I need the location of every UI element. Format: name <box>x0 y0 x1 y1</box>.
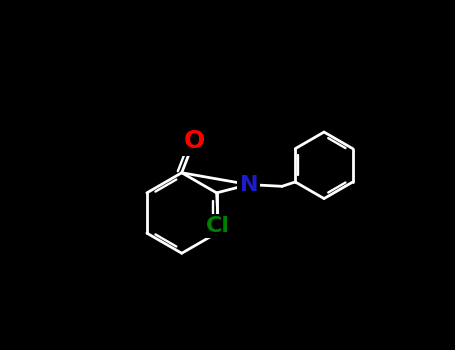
Text: N: N <box>239 175 258 195</box>
Text: Cl: Cl <box>206 216 230 236</box>
Text: O: O <box>183 129 205 153</box>
